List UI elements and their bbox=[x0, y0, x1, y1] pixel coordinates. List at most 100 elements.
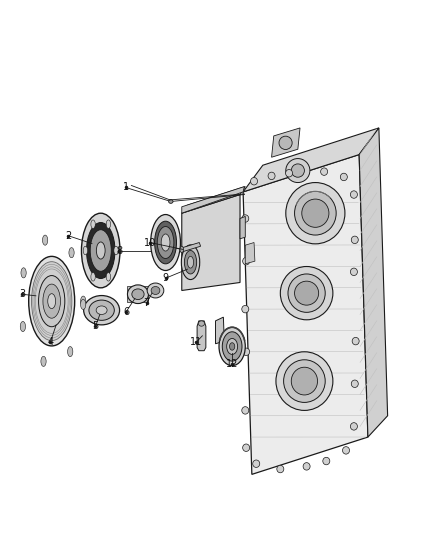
Ellipse shape bbox=[350, 423, 357, 430]
Polygon shape bbox=[182, 243, 201, 252]
Ellipse shape bbox=[303, 463, 310, 470]
Ellipse shape bbox=[91, 220, 95, 229]
Ellipse shape bbox=[83, 246, 88, 255]
Polygon shape bbox=[182, 187, 245, 213]
Ellipse shape bbox=[187, 256, 194, 268]
Ellipse shape bbox=[90, 230, 111, 271]
Ellipse shape bbox=[276, 352, 333, 410]
Ellipse shape bbox=[198, 321, 205, 326]
Ellipse shape bbox=[151, 214, 180, 271]
Ellipse shape bbox=[321, 168, 328, 175]
Ellipse shape bbox=[67, 346, 73, 357]
Ellipse shape bbox=[20, 321, 25, 332]
Ellipse shape bbox=[114, 246, 118, 255]
Ellipse shape bbox=[84, 295, 120, 325]
Ellipse shape bbox=[351, 380, 358, 387]
Ellipse shape bbox=[106, 272, 111, 281]
Text: 11: 11 bbox=[190, 337, 202, 347]
Ellipse shape bbox=[184, 251, 197, 274]
Ellipse shape bbox=[81, 213, 120, 288]
Ellipse shape bbox=[242, 305, 249, 313]
Polygon shape bbox=[243, 128, 379, 192]
Polygon shape bbox=[245, 243, 255, 264]
Ellipse shape bbox=[283, 360, 325, 402]
Ellipse shape bbox=[242, 407, 249, 414]
Text: 10: 10 bbox=[144, 238, 156, 247]
Ellipse shape bbox=[294, 281, 318, 305]
Ellipse shape bbox=[161, 234, 170, 251]
Text: 12: 12 bbox=[226, 359, 238, 368]
Ellipse shape bbox=[181, 245, 200, 279]
Polygon shape bbox=[240, 216, 245, 239]
Ellipse shape bbox=[96, 242, 105, 259]
Ellipse shape bbox=[43, 284, 60, 318]
Polygon shape bbox=[359, 128, 388, 437]
Ellipse shape bbox=[157, 227, 174, 259]
Ellipse shape bbox=[132, 289, 144, 300]
Ellipse shape bbox=[288, 274, 325, 312]
Ellipse shape bbox=[21, 268, 26, 278]
Ellipse shape bbox=[29, 256, 74, 346]
Ellipse shape bbox=[48, 294, 56, 309]
Ellipse shape bbox=[352, 337, 359, 345]
Polygon shape bbox=[197, 321, 206, 351]
Ellipse shape bbox=[340, 173, 347, 181]
Ellipse shape bbox=[106, 220, 111, 229]
Ellipse shape bbox=[243, 348, 250, 356]
Ellipse shape bbox=[286, 182, 345, 244]
Ellipse shape bbox=[81, 296, 86, 306]
Ellipse shape bbox=[219, 327, 245, 366]
Ellipse shape bbox=[302, 199, 329, 227]
Text: 4: 4 bbox=[47, 337, 53, 347]
Polygon shape bbox=[243, 155, 368, 474]
Polygon shape bbox=[182, 187, 244, 213]
Polygon shape bbox=[127, 286, 148, 302]
Polygon shape bbox=[272, 128, 300, 157]
Text: 3: 3 bbox=[19, 289, 25, 299]
Ellipse shape bbox=[151, 286, 160, 294]
Ellipse shape bbox=[87, 223, 115, 278]
Ellipse shape bbox=[81, 300, 86, 310]
Text: 8: 8 bbox=[116, 246, 122, 255]
Text: 5: 5 bbox=[92, 321, 99, 331]
Ellipse shape bbox=[127, 285, 148, 304]
Ellipse shape bbox=[69, 248, 74, 258]
Ellipse shape bbox=[279, 136, 292, 150]
Ellipse shape bbox=[39, 276, 65, 327]
Ellipse shape bbox=[350, 191, 357, 198]
Ellipse shape bbox=[223, 332, 242, 361]
Ellipse shape bbox=[169, 199, 173, 203]
Ellipse shape bbox=[243, 444, 250, 451]
Text: 2: 2 bbox=[65, 231, 71, 240]
Ellipse shape bbox=[32, 262, 72, 341]
Ellipse shape bbox=[155, 221, 177, 264]
Ellipse shape bbox=[350, 268, 357, 276]
Ellipse shape bbox=[89, 300, 114, 320]
Ellipse shape bbox=[323, 457, 330, 465]
Text: 6: 6 bbox=[123, 307, 129, 317]
Ellipse shape bbox=[277, 465, 284, 473]
Polygon shape bbox=[182, 195, 240, 290]
Ellipse shape bbox=[268, 172, 275, 180]
Ellipse shape bbox=[41, 357, 46, 367]
Text: 1: 1 bbox=[123, 182, 129, 191]
Ellipse shape bbox=[253, 460, 260, 467]
Ellipse shape bbox=[343, 447, 350, 454]
Ellipse shape bbox=[286, 169, 293, 177]
Polygon shape bbox=[215, 317, 224, 344]
Ellipse shape bbox=[227, 338, 237, 354]
Ellipse shape bbox=[291, 367, 318, 395]
Ellipse shape bbox=[230, 343, 235, 350]
Ellipse shape bbox=[291, 164, 304, 177]
Ellipse shape bbox=[91, 272, 95, 281]
Ellipse shape bbox=[180, 246, 184, 253]
Ellipse shape bbox=[96, 306, 107, 314]
Ellipse shape bbox=[351, 236, 358, 244]
Ellipse shape bbox=[251, 177, 258, 185]
Ellipse shape bbox=[286, 159, 310, 182]
Ellipse shape bbox=[42, 235, 48, 245]
Ellipse shape bbox=[294, 191, 336, 235]
Text: 7: 7 bbox=[144, 298, 150, 308]
Text: 9: 9 bbox=[162, 273, 169, 283]
Ellipse shape bbox=[242, 215, 249, 222]
